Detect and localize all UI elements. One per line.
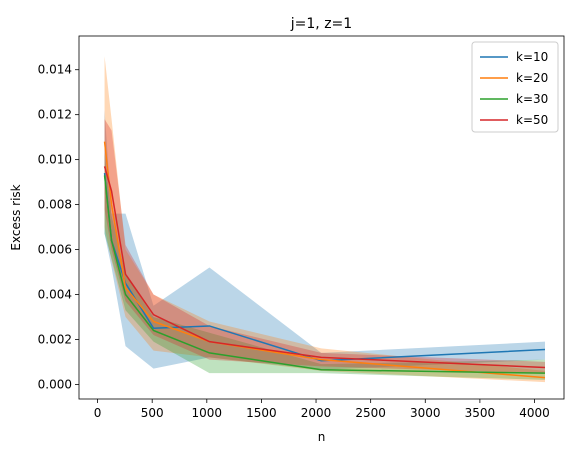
y-tick-label: 0.002 bbox=[38, 332, 72, 346]
legend: k=10 k=20 k=30 k=50 bbox=[471, 41, 559, 133]
legend-label-series-2: k=20 bbox=[516, 71, 548, 85]
legend-label-series-4: k=50 bbox=[516, 113, 548, 127]
line-series-2 bbox=[103, 141, 546, 379]
y-tick-label: 0.008 bbox=[38, 198, 72, 212]
x-tick-label: 2000 bbox=[301, 406, 332, 420]
legend-label-series-3: k=30 bbox=[516, 92, 548, 106]
x-tick-label: 2500 bbox=[355, 406, 386, 420]
x-tick-label: 1000 bbox=[192, 406, 223, 420]
band-series-1 bbox=[104, 110, 545, 370]
y-tick-label: 0.006 bbox=[38, 243, 72, 257]
x-tick-label: 500 bbox=[141, 406, 164, 420]
band-series-4 bbox=[104, 119, 545, 374]
y-tick-label: 0.014 bbox=[38, 63, 72, 77]
plot-frame bbox=[78, 35, 565, 400]
line-series-4 bbox=[103, 166, 546, 369]
series-lines bbox=[103, 141, 546, 379]
y-tick-label: 0.012 bbox=[38, 108, 72, 122]
y-tick-label: 0.004 bbox=[38, 287, 72, 301]
legend-box bbox=[471, 41, 559, 133]
chart-title: j=1, z=1 bbox=[290, 16, 352, 32]
x-ticks: 0 500 1000 1500 2000 2500 3000 3500 4000 bbox=[94, 399, 550, 420]
y-tick-label: 0.000 bbox=[38, 377, 72, 391]
x-tick-label: 1500 bbox=[246, 406, 277, 420]
x-tick-label: 0 bbox=[94, 406, 102, 420]
x-axis-label: n bbox=[318, 430, 326, 444]
x-tick-label: 3500 bbox=[465, 406, 496, 420]
confidence-bands bbox=[104, 56, 545, 383]
line-series-3 bbox=[103, 175, 546, 374]
axes bbox=[78, 35, 565, 400]
y-ticks: 0.000 0.002 0.004 0.006 0.008 0.010 0.012 0.014 bbox=[38, 63, 79, 391]
y-tick-label: 0.010 bbox=[38, 153, 72, 167]
y-axis-label: Excess risk bbox=[9, 184, 23, 250]
x-tick-label: 4000 bbox=[519, 406, 550, 420]
legend-label-series-1: k=10 bbox=[516, 50, 548, 64]
x-tick-label: 3000 bbox=[410, 406, 441, 420]
